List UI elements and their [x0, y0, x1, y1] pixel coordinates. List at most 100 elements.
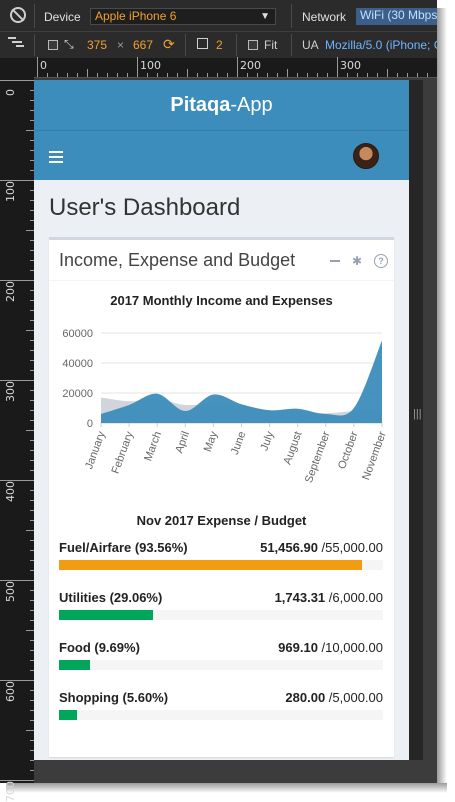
- ruler-tick: [0, 580, 34, 581]
- expense-item: Food (9.69%) 969.10 /10,000.00: [59, 640, 383, 680]
- gear-icon[interactable]: ✱: [351, 254, 363, 268]
- x-tick-label: January: [83, 429, 108, 470]
- ruler-tick: [337, 57, 338, 77]
- network-select[interactable]: WiFi (30 Mbps: [356, 8, 437, 25]
- brand-bold: Pitaqa: [170, 94, 231, 116]
- ruler-minor-tick: [187, 69, 188, 77]
- rotate-icon[interactable]: ⟳: [163, 36, 175, 52]
- user-agent-input[interactable]: Mozilla/5.0 (iPhone; C: [325, 38, 437, 52]
- ruler-minor-tick: [30, 250, 34, 251]
- device-label: Device: [44, 10, 81, 24]
- minus-icon[interactable]: [328, 254, 342, 268]
- page-title: User's Dashboard: [49, 194, 241, 221]
- ruler-minor-tick: [30, 550, 34, 551]
- ruler-minor-tick: [30, 170, 34, 171]
- ruler-minor-tick: [30, 610, 34, 611]
- resolution-checkbox[interactable]: [48, 40, 58, 50]
- progress-bar: [59, 610, 154, 620]
- grip-vertical-icon[interactable]: |||: [413, 408, 422, 420]
- dock-icon[interactable]: [8, 35, 26, 49]
- swap-dimensions-icon[interactable]: ⤡: [64, 37, 74, 51]
- no-entry-icon[interactable]: [10, 7, 26, 23]
- ruler-minor-tick: [30, 500, 34, 501]
- avatar[interactable]: [353, 143, 379, 169]
- x-tick-label: July: [258, 429, 276, 452]
- ruler-label: 400: [4, 481, 17, 502]
- y-tick-label: 20000: [62, 388, 93, 400]
- ruler-minor-tick: [167, 73, 168, 77]
- fit-checkbox[interactable]: [248, 40, 258, 50]
- ruler-minor-tick: [30, 210, 34, 211]
- expense-amount: 1,743.31 /6,000.00: [275, 590, 383, 605]
- ruler-vertical: 0 100 200 300 400 500 600 700: [0, 78, 34, 802]
- ruler-minor-tick: [30, 120, 34, 121]
- ruler-minor-tick: [30, 300, 34, 301]
- device-select[interactable]: Apple iPhone 6 ▼: [90, 8, 276, 25]
- menu-toggle-icon[interactable]: [49, 151, 63, 163]
- question-icon[interactable]: ?: [374, 254, 388, 268]
- ruler-minor-tick: [257, 73, 258, 77]
- ruler-minor-tick: [357, 73, 358, 77]
- ruler-minor-tick: [30, 540, 34, 541]
- expense-amount: 969.10 /10,000.00: [278, 640, 383, 655]
- ruler-label: 600: [4, 681, 17, 702]
- resize-handle-right[interactable]: [409, 80, 423, 760]
- ruler-minor-tick: [26, 430, 34, 431]
- ruler-minor-tick: [30, 670, 34, 671]
- ruler-label: 500: [4, 581, 17, 602]
- ruler-minor-tick: [26, 530, 34, 531]
- ruler-corner: [0, 58, 34, 78]
- fit-label: Fit: [264, 38, 278, 52]
- ruler-minor-tick: [30, 260, 34, 261]
- content-wrapper: User's Dashboard Income, Expense and Bud…: [34, 180, 409, 760]
- ruler-minor-tick: [30, 150, 34, 151]
- box-header-divider: [49, 280, 394, 281]
- ruler-minor-tick: [117, 73, 118, 77]
- ruler-minor-tick: [30, 650, 34, 651]
- ruler-minor-tick: [47, 73, 48, 77]
- ruler-minor-tick: [30, 390, 34, 391]
- ruler-minor-tick: [107, 73, 108, 77]
- x-tick-label: April: [173, 430, 192, 455]
- box-title: Income, Expense and Budget: [59, 250, 296, 270]
- ruler-tick: [237, 57, 238, 77]
- ruler-minor-tick: [30, 750, 34, 751]
- ruler-minor-tick: [30, 140, 34, 141]
- ruler-minor-tick: [30, 320, 34, 321]
- ruler-minor-tick: [30, 740, 34, 741]
- progress-bar: [59, 710, 78, 720]
- window-shadow-bottom: [6, 783, 447, 793]
- device-select-value: Apple iPhone 6: [95, 9, 177, 23]
- width-input[interactable]: 375: [87, 38, 108, 52]
- ruler-minor-tick: [247, 73, 248, 77]
- progress-track: [59, 610, 383, 620]
- ruler-tick: [0, 780, 34, 781]
- progress-track: [59, 560, 383, 570]
- x-tick-label: September: [303, 430, 333, 485]
- ruler-minor-tick: [227, 73, 228, 77]
- box-tools: ✱ ?: [328, 254, 388, 268]
- ruler-minor-tick: [30, 770, 34, 771]
- ruler-minor-tick: [30, 310, 34, 311]
- dpr-input[interactable]: 2: [216, 38, 223, 52]
- ruler-minor-tick: [30, 200, 34, 201]
- ruler-minor-tick: [30, 620, 34, 621]
- ruler-minor-tick: [147, 73, 148, 77]
- expense-amount: 280.00 /5,000.00: [285, 690, 383, 705]
- ruler-label: 0: [4, 89, 17, 96]
- height-input[interactable]: 667: [133, 38, 154, 52]
- x-tick-label: February: [110, 429, 137, 475]
- ruler-minor-tick: [30, 110, 34, 111]
- ruler-minor-tick: [30, 510, 34, 511]
- expense-name: Shopping (5.60%): [59, 690, 169, 705]
- ruler-minor-tick: [127, 73, 128, 77]
- app-header[interactable]: Pitaqa-App: [34, 80, 409, 130]
- ruler-minor-tick: [417, 73, 418, 77]
- ruler-minor-tick: [30, 470, 34, 471]
- ruler-minor-tick: [30, 370, 34, 371]
- ruler-minor-tick: [367, 73, 368, 77]
- ruler-minor-tick: [30, 400, 34, 401]
- ruler-minor-tick: [30, 760, 34, 761]
- ruler-minor-tick: [30, 90, 34, 91]
- series-area-2: [101, 340, 382, 423]
